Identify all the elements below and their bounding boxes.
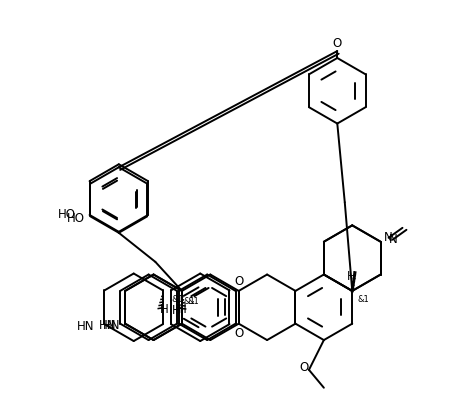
Text: HN: HN [103, 319, 120, 332]
Text: HN: HN [99, 319, 116, 332]
Text: HN: HN [77, 319, 95, 333]
Text: N: N [389, 233, 397, 246]
Text: O: O [300, 361, 309, 374]
Text: N: N [384, 231, 393, 244]
Text: &1: &1 [184, 297, 196, 306]
Text: H: H [172, 304, 181, 317]
Text: O: O [333, 37, 342, 50]
Text: &1: &1 [188, 297, 200, 306]
Text: O: O [234, 275, 243, 288]
Text: O: O [234, 327, 243, 340]
Text: H: H [347, 270, 356, 283]
Text: &1: &1 [171, 295, 184, 304]
Text: HO: HO [58, 208, 76, 221]
Text: H: H [178, 303, 186, 316]
Text: HO: HO [67, 212, 84, 225]
Text: &1: &1 [357, 295, 369, 304]
Text: H: H [159, 303, 168, 316]
